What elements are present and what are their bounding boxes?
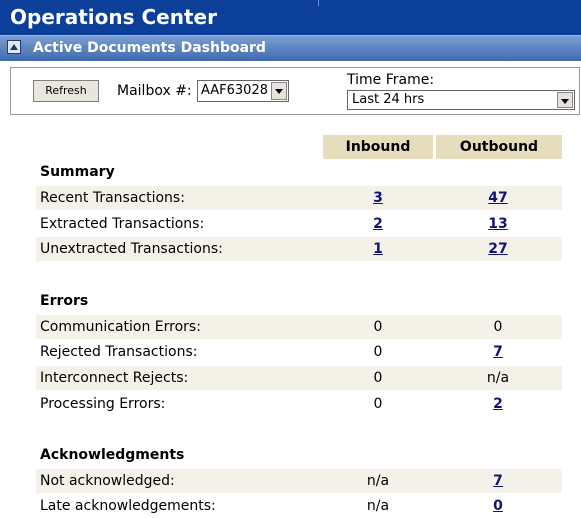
title-divider [318,0,319,6]
table-row: Recent Transactions: 3 47 [36,186,562,210]
outbound-count-link[interactable]: 0 [493,498,503,514]
row-label: Recent Transactions: [40,190,185,206]
row-label: Extracted Transactions: [40,216,205,232]
app-title-bar: Operations Center [0,0,581,35]
row-label: Communication Errors: [40,319,201,335]
inbound-value: n/a [366,473,390,489]
outbound-count-link[interactable]: 13 [488,216,508,232]
outbound-count-link[interactable]: 27 [488,241,508,257]
inbound-value: 0 [373,396,383,412]
outbound-count-link[interactable]: 7 [493,344,503,360]
inbound-count-link[interactable]: 1 [373,241,383,257]
outbound-count-link[interactable]: 2 [493,396,503,412]
row-label: Not acknowledged: [40,473,175,489]
mailbox-select[interactable]: AAF63028 [197,80,289,102]
timeframe-label: Time Frame: [347,72,435,88]
section-title-summary: Summary [40,164,115,180]
outbound-count-link[interactable]: 47 [488,190,508,206]
inbound-value: 0 [373,344,383,360]
table-row: Interconnect Rejects: 0 n/a [36,366,562,390]
mailbox-value: AAF63028 [201,83,268,98]
inbound-count-link[interactable]: 2 [373,216,383,232]
section-title-errors: Errors [40,293,89,309]
timeframe-value: Last 24 hrs [352,92,425,107]
timeframe-select[interactable]: Last 24 hrs [347,90,575,110]
row-label: Unextracted Transactions: [40,241,223,257]
table-row: Processing Errors: 0 2 [36,392,562,416]
row-label: Late acknowledgements: [40,498,216,514]
table-row: Not acknowledged: n/a 7 [36,469,562,493]
row-label: Interconnect Rejects: [40,370,189,386]
filter-toolbar: Refresh Mailbox #: AAF63028 Time Frame: … [10,67,580,115]
table-row: Rejected Transactions: 0 7 [36,340,562,364]
collapse-panel-icon[interactable] [7,40,21,54]
inbound-value: n/a [366,498,390,514]
row-label: Processing Errors: [40,396,166,412]
outbound-value: 0 [493,319,503,335]
row-label: Rejected Transactions: [40,344,198,360]
inbound-count-link[interactable]: 3 [373,190,383,206]
outbound-count-link[interactable]: 7 [493,473,503,489]
chevron-down-icon[interactable] [557,92,573,108]
panel-header: Active Documents Dashboard [0,35,581,61]
panel-title: Active Documents Dashboard [33,40,266,56]
column-header-outbound: Outbound [436,135,562,159]
inbound-value: 0 [373,370,383,386]
table-row: Unextracted Transactions: 1 27 [36,237,562,261]
mailbox-label: Mailbox #: [117,83,192,99]
column-header-inbound: Inbound [323,135,433,159]
table-row: Late acknowledgements: n/a 0 [36,494,562,518]
table-row: Extracted Transactions: 2 13 [36,212,562,236]
outbound-value: n/a [486,370,510,386]
chevron-down-icon[interactable] [271,82,287,100]
table-row: Communication Errors: 0 0 [36,315,562,339]
inbound-value: 0 [373,319,383,335]
refresh-button[interactable]: Refresh [33,80,99,102]
app-title: Operations Center [10,5,217,29]
section-title-acknowledgments: Acknowledgments [40,447,185,463]
